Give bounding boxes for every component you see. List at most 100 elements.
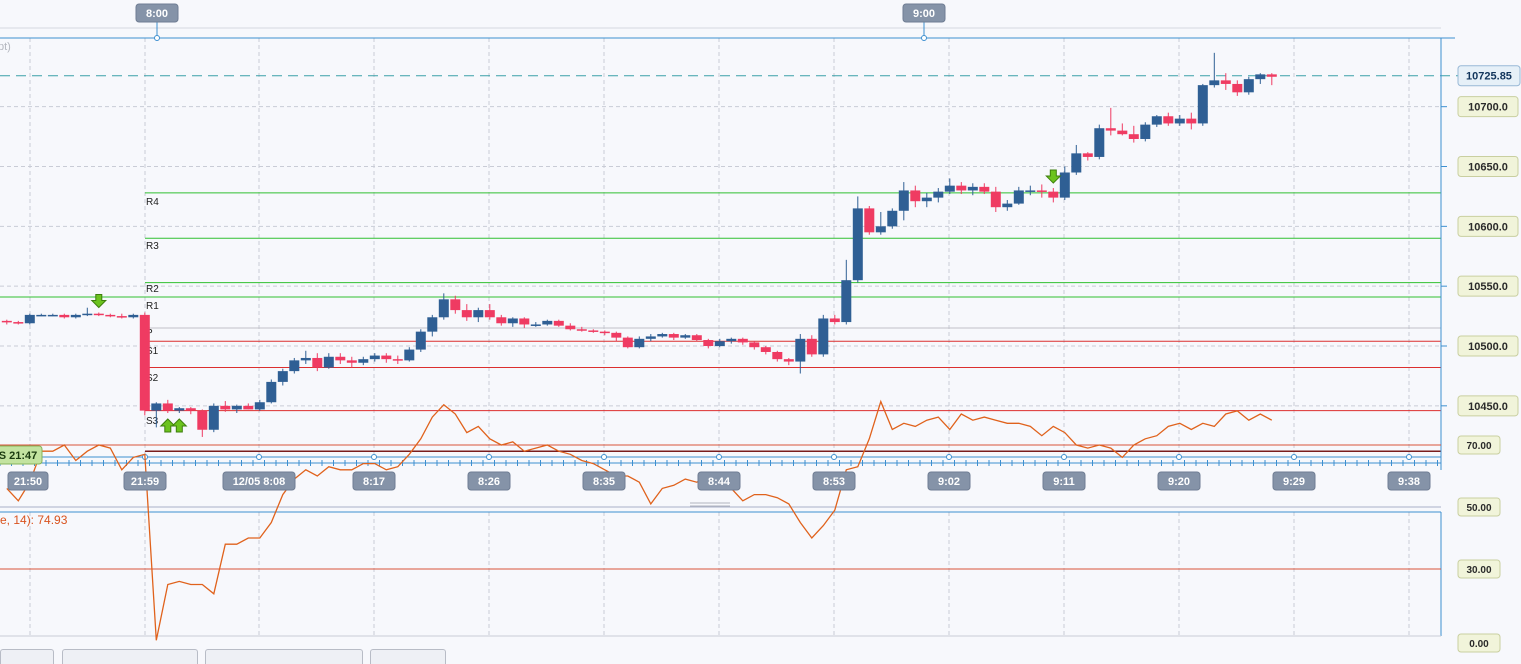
current-price-label: 10725.85 [1466,71,1512,83]
sell-arrow-icon [90,293,108,309]
candle-down [588,330,599,332]
price-axis-label-box [1457,275,1519,297]
candle-down [703,340,714,346]
candle-down [668,334,679,338]
candle-down [990,191,1001,208]
time-axis-dot [1291,454,1297,460]
time-axis-label: 8:44 [708,476,731,488]
candle-up [944,185,955,192]
candle-up [277,371,288,382]
pivot-label-s3: S3 [146,416,159,427]
candle-down [197,410,208,430]
time-axis-label: 9:02 [938,476,960,488]
time-axis-label-box [123,471,167,491]
candle-down [760,347,771,352]
candle-up [542,320,553,325]
rsi-title: e, 14): 74.93 [0,513,68,527]
candle-up [1094,128,1105,157]
candle-down [162,403,173,411]
price-axis-label: 10650.0 [1468,162,1508,174]
candle-down [484,310,495,318]
candle-down [1,320,12,323]
time-axis-dot [256,454,262,460]
candle-up [323,356,334,368]
time-axis-dot [371,454,377,460]
candle-up [634,338,645,348]
candle-down [829,318,840,323]
current-price-label-box [1457,65,1521,87]
candle-up [852,208,863,281]
time-axis-label: 9:38 [1398,476,1420,488]
candle-up [369,355,380,360]
price-axis-label: 10450.0 [1468,401,1508,413]
rsi-axis-label-box [1457,435,1501,455]
candle-down [392,359,403,361]
pivot-label-s1: S1 [146,346,159,357]
candle-up [1243,79,1254,93]
candle-down [519,318,530,325]
candle-up [898,190,909,211]
candle-down [312,357,323,368]
candle-up [1140,124,1151,139]
candle-up [887,210,898,227]
time-axis-label: 12/05 8:08 [233,476,286,488]
left-time-badge: S 21:47 [0,450,37,462]
header-time-label: 9:00 [913,8,935,20]
candle-down [749,342,760,348]
candle-up [507,318,518,324]
time-axis-label-box [1042,471,1086,491]
candle-down [611,332,622,338]
candle-up [657,334,668,337]
time-axis-label-box [222,471,296,491]
candle-up [151,403,162,411]
candle-down [59,314,70,318]
candle-up [1255,74,1266,80]
time-axis-label-box [1387,471,1431,491]
candle-up [358,359,369,363]
candle-down [450,299,461,311]
candle-up [289,360,300,372]
candle-down [461,310,472,318]
candle-down [381,355,392,360]
candle-down [864,208,875,233]
candle-up [680,335,691,338]
candle-down [565,325,576,330]
candle-up [530,324,541,326]
time-axis-dot [1176,454,1182,460]
candle-down [691,335,702,341]
time-axis-label-box [352,471,396,491]
time-axis-label: 8:26 [478,476,500,488]
candle-up [36,314,47,317]
rsi-axis-label: 70.00 [1466,441,1491,452]
candle-down [1128,134,1139,139]
candle-up [818,318,829,355]
time-axis-label-box [467,471,511,491]
candle-down [910,190,921,202]
candle-up [174,408,185,411]
rsi-axis-label: 30.00 [1466,565,1491,576]
candle-up [967,186,978,191]
candle-up [415,331,426,350]
time-axis-label: 9:29 [1283,476,1305,488]
candle-up [427,317,438,332]
time-axis-label: 9:20 [1168,476,1190,488]
price-axis-label: 10600.0 [1468,221,1508,233]
candle-up [300,357,311,361]
time-axis-label: 9:11 [1053,476,1074,488]
top-left-partial-label: pt) [0,41,11,53]
time-axis-label: 21:59 [131,476,159,488]
sell-arrow-icon [1045,169,1062,184]
candle-up [1002,203,1013,208]
candle-down [576,329,587,331]
candle-down [1186,118,1197,124]
candle-up [933,191,944,198]
candle-up [1025,190,1036,192]
candle-down [105,314,116,317]
time-axis-label-box [582,471,626,491]
candle-up [1071,153,1082,173]
candle-up [438,299,449,318]
time-axis-dot [486,454,492,460]
candle-down [13,322,24,324]
